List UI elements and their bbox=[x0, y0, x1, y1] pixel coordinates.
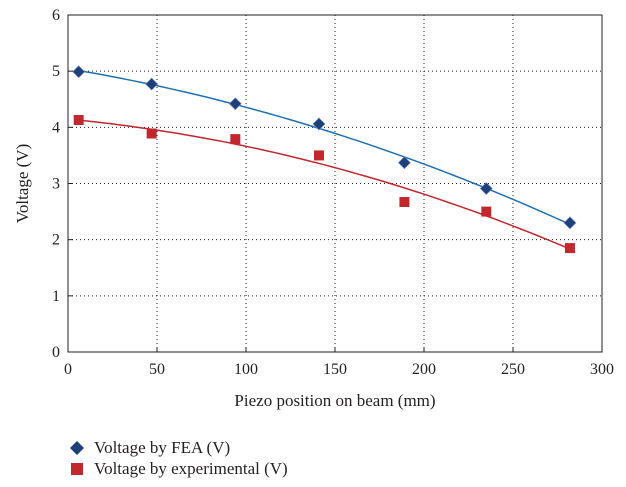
x-tick-label: 300 bbox=[590, 361, 614, 378]
y-tick-label: 2 bbox=[52, 232, 60, 249]
experimental-data-point bbox=[230, 134, 241, 145]
y-tick-label: 5 bbox=[52, 63, 60, 80]
experimental-data-point bbox=[313, 150, 324, 161]
x-tick-label: 50 bbox=[149, 361, 165, 378]
trend-line-experimental bbox=[78, 119, 571, 250]
x-tick-label: 0 bbox=[64, 361, 72, 378]
y-tick-label: 0 bbox=[52, 344, 60, 361]
experimental-data-point bbox=[73, 115, 84, 126]
legend-label-fea: Voltage by FEA (V) bbox=[94, 438, 231, 457]
trend-line-fea bbox=[78, 69, 571, 226]
y-tick-label: 1 bbox=[52, 288, 60, 305]
data-points bbox=[72, 65, 577, 254]
fea-data-point bbox=[397, 156, 411, 170]
fea-data-point bbox=[479, 182, 493, 195]
diamond-marker-icon bbox=[68, 439, 86, 457]
fea-data-point bbox=[145, 77, 159, 91]
y-axis-title: Voltage (V) bbox=[13, 144, 32, 223]
y-tick-label: 4 bbox=[52, 119, 60, 136]
trend-lines bbox=[78, 69, 571, 250]
y-tick-label: 3 bbox=[52, 176, 60, 193]
x-axis-title: Piezo position on beam (mm) bbox=[234, 391, 435, 410]
fea-data-point bbox=[228, 97, 242, 111]
experimental-data-point bbox=[399, 197, 410, 208]
square-marker-icon bbox=[68, 460, 86, 478]
fea-data-point bbox=[312, 117, 326, 131]
legend-label-experimental: Voltage by experimental (V) bbox=[94, 459, 288, 478]
experimental-data-point bbox=[146, 128, 157, 139]
axis-ticks: 0 50 100 150 200 250 300 0 1 2 3 4 5 6 bbox=[52, 7, 614, 378]
legend-item-experimental: Voltage by experimental (V) bbox=[68, 459, 288, 479]
legend-item-fea: Voltage by FEA (V) bbox=[68, 438, 288, 458]
y-tick-label: 6 bbox=[52, 7, 60, 24]
experimental-data-point bbox=[481, 206, 492, 217]
chart: 0 50 100 150 200 250 300 0 1 2 3 4 5 6 Piezo position… bbox=[13, 7, 614, 410]
legend: Voltage by FEA (V) Voltage by experiment… bbox=[68, 438, 288, 480]
fea-data-point bbox=[563, 216, 577, 230]
x-tick-label: 200 bbox=[412, 361, 436, 378]
grid bbox=[68, 15, 602, 352]
x-tick-label: 250 bbox=[501, 361, 525, 378]
x-tick-label: 150 bbox=[323, 361, 347, 378]
x-tick-label: 100 bbox=[234, 361, 258, 378]
experimental-data-point bbox=[564, 243, 575, 254]
fea-data-point bbox=[72, 65, 86, 79]
